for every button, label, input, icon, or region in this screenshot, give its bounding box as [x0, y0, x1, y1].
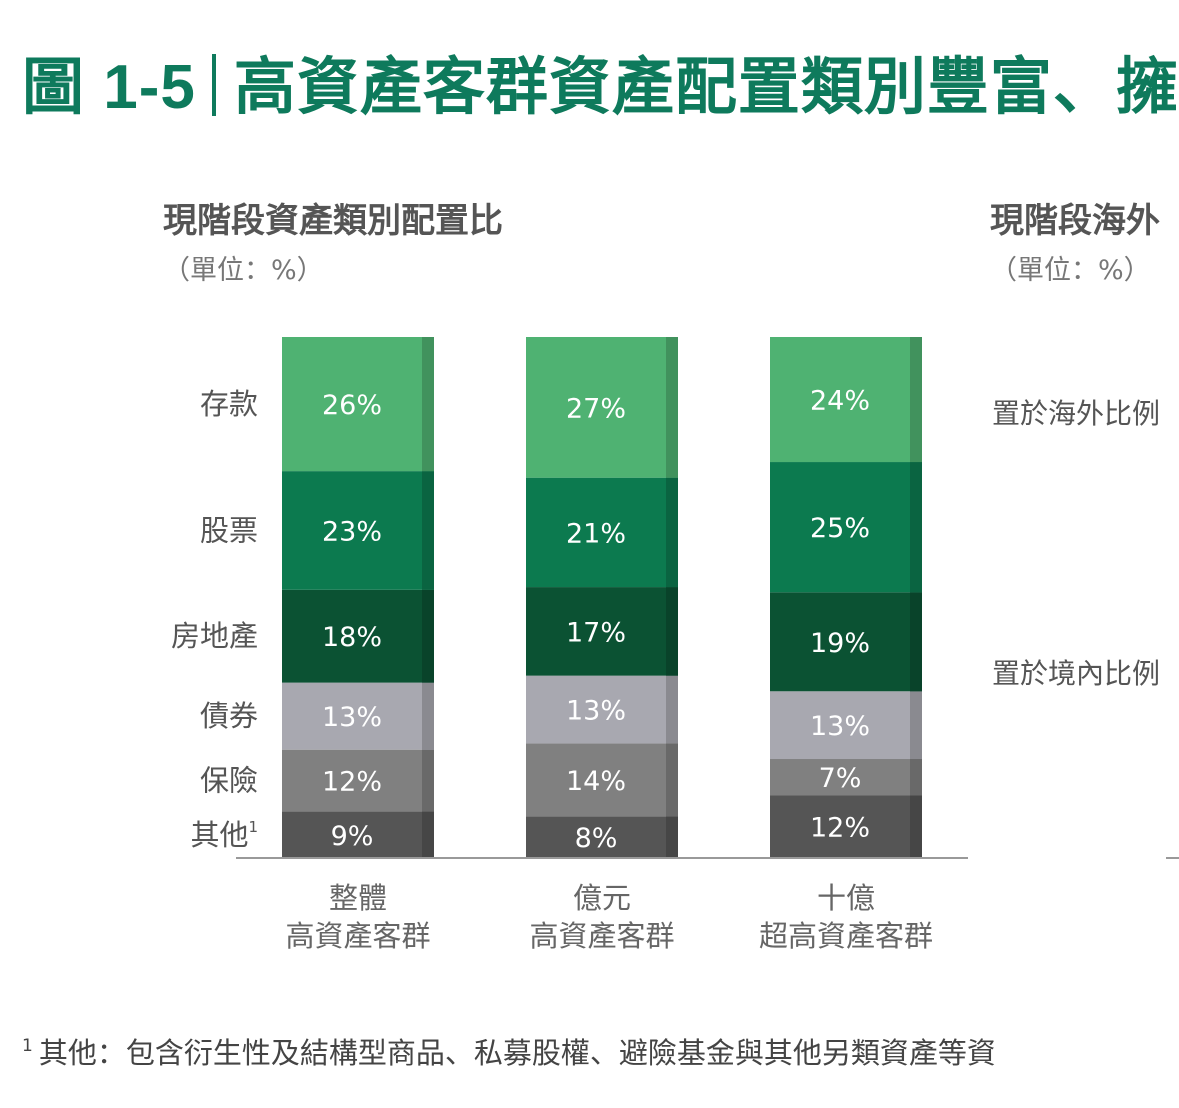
data-label: 12%: [810, 813, 870, 844]
bar-segment-edge: [910, 337, 922, 463]
bar-segment-edge: [910, 759, 922, 796]
data-label: 18%: [322, 622, 382, 653]
bar-segment-edge: [666, 587, 678, 676]
bar-segment: [770, 759, 922, 796]
title-divider: [211, 54, 216, 116]
series-label-superscript: 1: [248, 818, 258, 836]
right-row-domestic: 置於境內比例: [992, 657, 1161, 690]
bar-segment: [282, 811, 434, 858]
data-label: 21%: [566, 518, 626, 549]
footnote: 1 其他：包含衍生性及結構型商品、私募股權、避險基金與其他另類資產等資: [22, 1030, 996, 1072]
figure-title-text: 高資產客群資產配置類別豐富、擁: [233, 50, 1179, 123]
bar-segment: [282, 749, 434, 812]
data-label: 9%: [331, 821, 374, 852]
bar-segment-edge: [422, 749, 434, 812]
bar-segment-edge: [910, 462, 922, 593]
data-label: 24%: [810, 386, 870, 417]
bar-segment-edge: [666, 337, 678, 478]
data-label: 23%: [322, 516, 382, 547]
left-panel-unit: （單位：%）: [163, 255, 324, 286]
data-label: 14%: [566, 766, 626, 797]
bar-segment-edge: [666, 675, 678, 744]
data-label: 27%: [566, 393, 626, 424]
data-label: 17%: [566, 617, 626, 648]
bar-segment-edge: [910, 691, 922, 760]
data-label: 26%: [322, 390, 382, 421]
bar-segment: [282, 682, 434, 750]
category-label: 高資產客群: [285, 919, 430, 953]
series-label: 其他1: [190, 818, 258, 852]
series-label: 存款: [200, 387, 258, 421]
bar-segment-edge: [422, 589, 434, 683]
bar-segment: [770, 795, 922, 858]
footnote-text: 其他：包含衍生性及結構型商品、私募股權、避險基金與其他另類資產等資: [38, 1036, 996, 1070]
right-panel-unit: （單位：%）: [990, 255, 1151, 286]
stacked-bar-chart: 9%12%13%18%23%26%整體高資產客群8%14%13%17%21%27…: [171, 337, 1179, 953]
bar-segment: [526, 675, 678, 744]
bar-segment-edge: [666, 816, 678, 858]
series-label: 保險: [200, 764, 258, 798]
data-label: 8%: [575, 823, 618, 854]
bar-segment: [770, 592, 922, 692]
category-label: 整體: [329, 881, 387, 915]
bar-segment-edge: [422, 337, 434, 472]
right-row-overseas: 置於海外比例: [992, 397, 1161, 430]
data-label: 13%: [566, 696, 626, 727]
bar-segment-edge: [422, 682, 434, 750]
figure-title: 圖 1-5 高資產客群資產配置類別豐富、擁: [22, 36, 1179, 126]
bar-segment: [526, 587, 678, 676]
bar-segment: [282, 337, 434, 472]
bar-segment-edge: [910, 592, 922, 692]
bar-segment-edge: [422, 471, 434, 590]
bar-segment: [770, 462, 922, 593]
data-label: 25%: [810, 513, 870, 544]
bar-segment: [526, 743, 678, 817]
series-label: 房地產: [171, 619, 258, 653]
data-label: 19%: [810, 628, 870, 659]
data-label: 12%: [322, 767, 382, 798]
series-label: 股票: [200, 513, 258, 547]
bar-segment-edge: [910, 795, 922, 858]
right-panel-title: 現階段海外: [990, 201, 1160, 241]
bar-segment-edge: [666, 477, 678, 588]
bar-segment-edge: [422, 811, 434, 858]
left-panel-title: 現階段資產類別配置比: [163, 201, 503, 241]
category-label: 億元: [573, 881, 631, 915]
footnote-marker: 1: [22, 1036, 33, 1056]
data-label: 13%: [322, 702, 382, 733]
data-label: 13%: [810, 711, 870, 742]
category-label: 超高資產客群: [759, 919, 933, 953]
data-label: 7%: [819, 763, 862, 794]
bar-segment: [526, 477, 678, 588]
bar-segment-edge: [666, 743, 678, 817]
bar-segment: [770, 337, 922, 463]
bar-segment: [526, 337, 678, 478]
bar-segment: [526, 816, 678, 858]
bar-segment: [282, 471, 434, 590]
category-label: 高資產客群: [529, 919, 674, 953]
figure-label: 圖 1-5: [22, 53, 196, 122]
bar-segment: [282, 589, 434, 683]
series-label: 債券: [200, 699, 258, 733]
bar-segment: [770, 691, 922, 760]
category-label: 十億: [817, 881, 875, 915]
